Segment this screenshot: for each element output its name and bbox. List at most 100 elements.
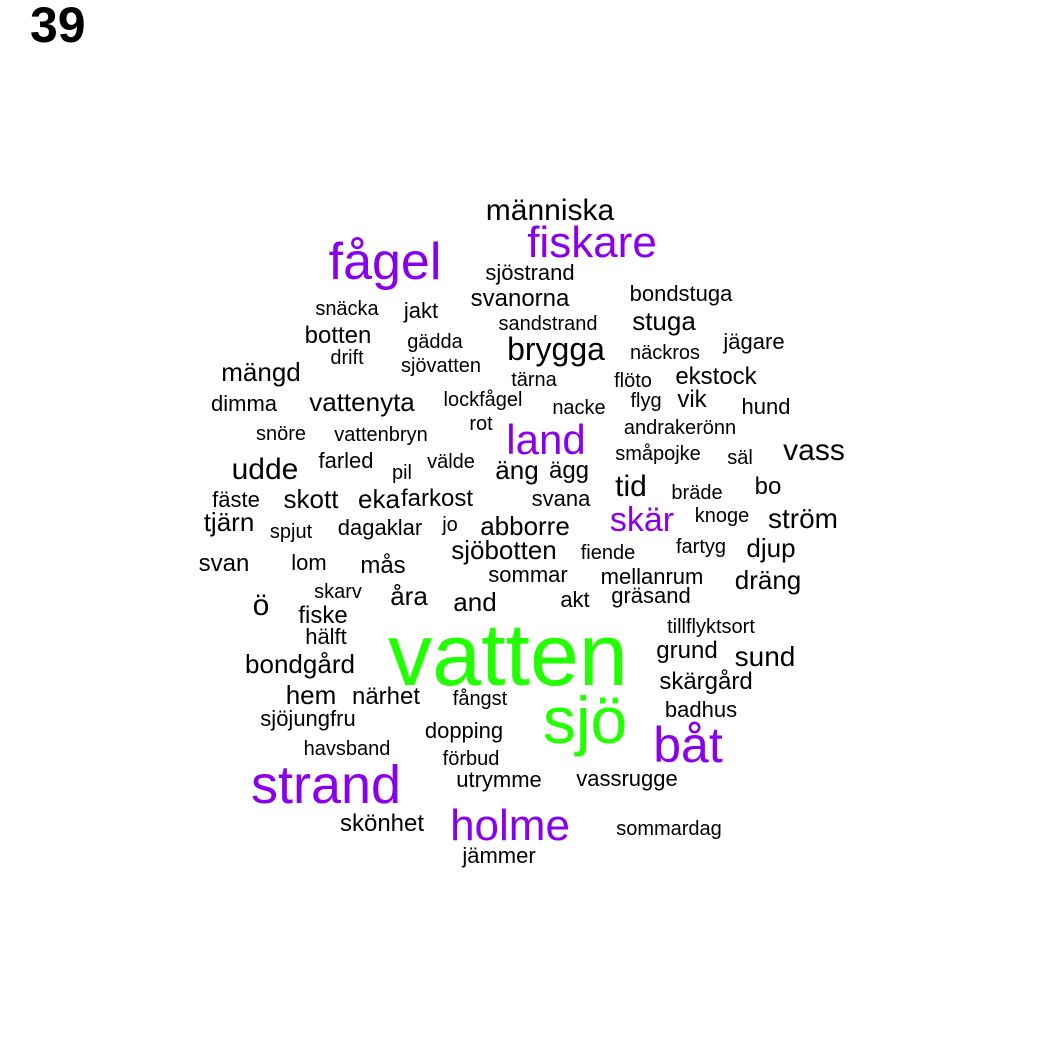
cloud-word: fartyg	[675, 536, 727, 558]
cloud-word: tid	[615, 470, 647, 503]
cloud-word: dopping	[424, 718, 504, 743]
cloud-word: hälft	[305, 624, 347, 649]
cloud-word: småpojke	[615, 443, 701, 465]
cloud-word: vik	[677, 386, 707, 413]
cloud-word: sjöjungfru	[260, 706, 356, 731]
cloud-word: jämmer	[462, 843, 536, 868]
cloud-word: dagaklar	[337, 515, 423, 540]
cloud-word: sund	[734, 641, 796, 672]
cloud-word: sjövatten	[400, 355, 482, 377]
panel-number: 39	[30, 0, 86, 53]
cloud-word: andrakerönn	[623, 417, 737, 439]
cloud-word: bondgård	[245, 649, 355, 679]
cloud-word: holme	[450, 801, 570, 850]
cloud-word: lom	[291, 550, 327, 575]
cloud-word: sommar	[488, 562, 568, 587]
cloud-word: tillflyktsort	[667, 616, 755, 638]
cloud-word: välde	[427, 451, 475, 473]
cloud-word: abborre	[480, 511, 570, 541]
cloud-word: dräng	[734, 565, 802, 595]
cloud-word: hund	[741, 394, 791, 419]
cloud-word: spjut	[269, 521, 313, 543]
cloud-word: and	[453, 587, 497, 617]
cloud-word: brygga	[507, 331, 605, 367]
cloud-word: båt	[653, 717, 723, 773]
cloud-word: knoge	[694, 505, 750, 527]
cloud-word: mängd	[221, 357, 301, 387]
cloud-word: snöre	[255, 423, 307, 445]
cloud-word: sjöstrand	[485, 260, 575, 285]
cloud-word: fiskare	[527, 218, 657, 267]
cloud-word: jägare	[723, 329, 785, 354]
cloud-word: akt	[560, 587, 590, 612]
cloud-word: djup	[746, 533, 796, 563]
cloud-word: dimma	[210, 391, 278, 416]
cloud-word: lockfågel	[443, 389, 523, 411]
cloud-word: jakt	[403, 298, 439, 323]
cloud-word: vass	[783, 434, 845, 467]
cloud-word: ägg	[548, 457, 590, 484]
cloud-word: ström	[768, 503, 838, 534]
cloud-word: land	[506, 416, 586, 463]
cloud-word: vatten	[388, 605, 628, 704]
cloud-word: skönhet	[339, 810, 425, 837]
cloud-word: ekstock	[675, 363, 757, 390]
cloud-word: människa	[485, 194, 615, 227]
cloud-word: svanorna	[470, 285, 570, 312]
cloud-word: fäste	[212, 487, 260, 512]
cloud-word: flyg	[630, 390, 662, 412]
cloud-word: rot	[469, 413, 493, 435]
cloud-word: sjö	[542, 683, 628, 757]
cloud-word: stuga	[632, 306, 696, 336]
cloud-word: skär	[609, 501, 675, 539]
cloud-word: utrymme	[456, 767, 542, 792]
cloud-word: eka	[358, 484, 400, 514]
cloud-word: äng	[495, 455, 539, 485]
cloud-word: svana	[531, 486, 591, 511]
cloud-word: gädda	[407, 331, 463, 353]
cloud-word: jo	[442, 514, 458, 536]
cloud-word: säl	[727, 447, 753, 469]
cloud-word: sommardag	[616, 818, 722, 840]
cloud-word: skärgård	[659, 668, 753, 695]
cloud-word: mellanrum	[600, 564, 704, 589]
cloud-word: pil	[391, 462, 413, 484]
cloud-word: sjöbotten	[451, 535, 557, 565]
cloud-word: sandstrand	[498, 313, 598, 335]
cloud-word: ö	[252, 589, 270, 622]
cloud-word: tärna	[511, 369, 557, 391]
cloud-word: havsband	[303, 738, 391, 760]
cloud-word: drift	[330, 347, 364, 369]
cloud-word: förbud	[442, 748, 500, 770]
cloud-word: åra	[390, 581, 428, 611]
cloud-word: vattenbryn	[334, 424, 428, 446]
cloud-word: skarv	[314, 581, 362, 603]
cloud-word: bräde	[671, 482, 723, 504]
cloud-word: badhus	[664, 697, 738, 722]
cloud-word: botten	[304, 322, 372, 349]
cloud-word: fiske	[298, 602, 348, 629]
cloud-word: udde	[231, 453, 299, 486]
cloud-word: närhet	[351, 683, 421, 710]
cloud-word: bo	[754, 473, 782, 500]
cloud-word: vattenyta	[309, 387, 415, 417]
cloud-word: grund	[656, 637, 718, 664]
cloud-word: farkost	[400, 485, 474, 512]
cloud-word: snäcka	[315, 298, 379, 320]
cloud-word: mås	[360, 552, 406, 579]
cloud-word: näckros	[629, 342, 701, 364]
cloud-word: fångst	[452, 688, 508, 710]
cloud-word: strand	[250, 755, 402, 815]
cloud-word: skott	[283, 484, 339, 514]
cloud-word: vassrugge	[576, 766, 678, 791]
cloud-word: fiende	[580, 542, 636, 564]
cloud-word: tjärn	[203, 507, 255, 537]
cloud-word: gräsand	[611, 583, 691, 608]
cloud-word: bondstuga	[629, 281, 733, 306]
cloud-word: flöto	[614, 370, 652, 392]
cloud-word: fågel	[328, 233, 442, 291]
cloud-word: hem	[285, 680, 337, 710]
cloud-word: svan	[198, 550, 250, 577]
cloud-word: farled	[318, 448, 374, 473]
